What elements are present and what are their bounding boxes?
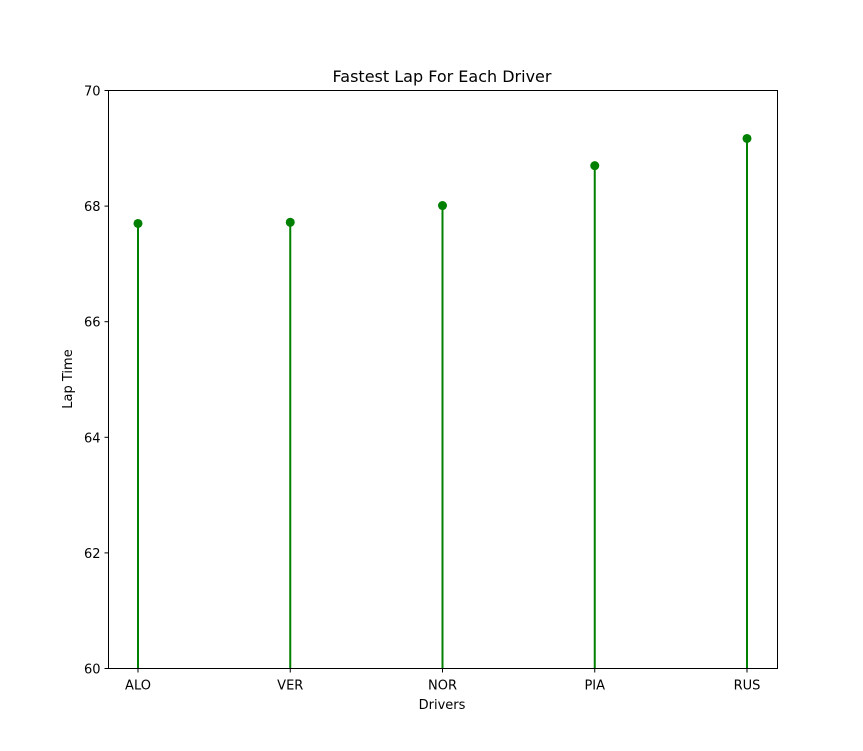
stem-marker-pia xyxy=(590,161,600,171)
x-axis-ticks: ALO VER NOR PIA RUS xyxy=(125,668,761,694)
y-axis-ticks: 60 62 64 66 68 70 xyxy=(84,85,109,678)
plot-area-frame xyxy=(108,90,778,669)
stem-marker-nor xyxy=(438,201,447,211)
x-tick-label: ALO xyxy=(125,679,151,694)
y-tick-label: 68 xyxy=(84,200,101,215)
y-tick-label: 70 xyxy=(84,85,101,100)
x-tick-label: PIA xyxy=(584,679,605,694)
y-tick-label: 64 xyxy=(84,431,101,446)
stem-marker-alo xyxy=(133,218,143,228)
y-tick-label: 60 xyxy=(84,663,101,678)
x-tick-label: NOR xyxy=(428,679,457,694)
stem-marker-ver xyxy=(285,217,295,227)
stem-series xyxy=(133,133,752,669)
chart-title: Fastest Lap For Each Driver xyxy=(333,67,552,86)
x-axis-label: Drivers xyxy=(419,698,466,713)
stem-marker-rus xyxy=(742,133,752,143)
x-tick-label: VER xyxy=(277,679,303,694)
y-tick-label: 66 xyxy=(84,316,101,331)
y-tick-label: 62 xyxy=(84,547,101,562)
y-axis-label: Lap Time xyxy=(61,349,76,408)
x-tick-label: RUS xyxy=(734,679,761,694)
